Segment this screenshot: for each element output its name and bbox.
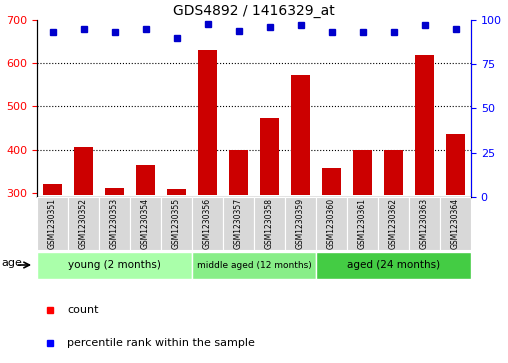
Bar xyxy=(316,197,347,250)
Bar xyxy=(74,147,93,195)
Text: age: age xyxy=(2,258,23,269)
Bar xyxy=(229,150,248,195)
Text: GSM1230354: GSM1230354 xyxy=(141,198,150,249)
Text: GSM1230356: GSM1230356 xyxy=(203,198,212,249)
Text: young (2 months): young (2 months) xyxy=(68,260,161,270)
Bar xyxy=(316,252,471,278)
Bar xyxy=(254,197,285,250)
Bar xyxy=(161,197,192,250)
Text: percentile rank within the sample: percentile rank within the sample xyxy=(68,338,255,347)
Bar xyxy=(347,197,378,250)
Text: GSM1230358: GSM1230358 xyxy=(265,198,274,249)
Bar xyxy=(415,54,434,195)
Bar xyxy=(130,197,161,250)
Bar xyxy=(291,75,310,195)
Bar xyxy=(322,168,341,195)
Text: GSM1230357: GSM1230357 xyxy=(234,198,243,249)
Bar xyxy=(99,197,130,250)
Bar xyxy=(285,197,316,250)
Text: count: count xyxy=(68,305,99,315)
Bar xyxy=(37,197,68,250)
Bar xyxy=(440,197,471,250)
Text: GSM1230361: GSM1230361 xyxy=(358,198,367,249)
Text: middle aged (12 months): middle aged (12 months) xyxy=(197,261,311,269)
Bar xyxy=(378,197,409,250)
Text: GSM1230359: GSM1230359 xyxy=(296,198,305,249)
Bar xyxy=(384,150,403,195)
Bar xyxy=(136,165,155,195)
Bar xyxy=(198,50,217,195)
Bar xyxy=(192,252,316,278)
Bar xyxy=(192,197,223,250)
Text: GSM1230351: GSM1230351 xyxy=(48,198,57,249)
Text: GSM1230353: GSM1230353 xyxy=(110,198,119,249)
Text: GSM1230352: GSM1230352 xyxy=(79,198,88,249)
Bar xyxy=(105,188,124,195)
Bar xyxy=(43,184,62,195)
Bar xyxy=(260,118,279,195)
Text: GSM1230363: GSM1230363 xyxy=(420,198,429,249)
Text: aged (24 months): aged (24 months) xyxy=(347,260,440,270)
Bar xyxy=(167,189,186,195)
Bar xyxy=(37,252,192,278)
Text: GSM1230360: GSM1230360 xyxy=(327,198,336,249)
Bar xyxy=(223,197,254,250)
Bar xyxy=(446,134,465,195)
Bar xyxy=(68,197,99,250)
Title: GDS4892 / 1416329_at: GDS4892 / 1416329_at xyxy=(173,4,335,17)
Bar xyxy=(353,150,372,195)
Bar xyxy=(409,197,440,250)
Text: GSM1230362: GSM1230362 xyxy=(389,198,398,249)
Text: GSM1230364: GSM1230364 xyxy=(451,198,460,249)
Text: GSM1230355: GSM1230355 xyxy=(172,198,181,249)
